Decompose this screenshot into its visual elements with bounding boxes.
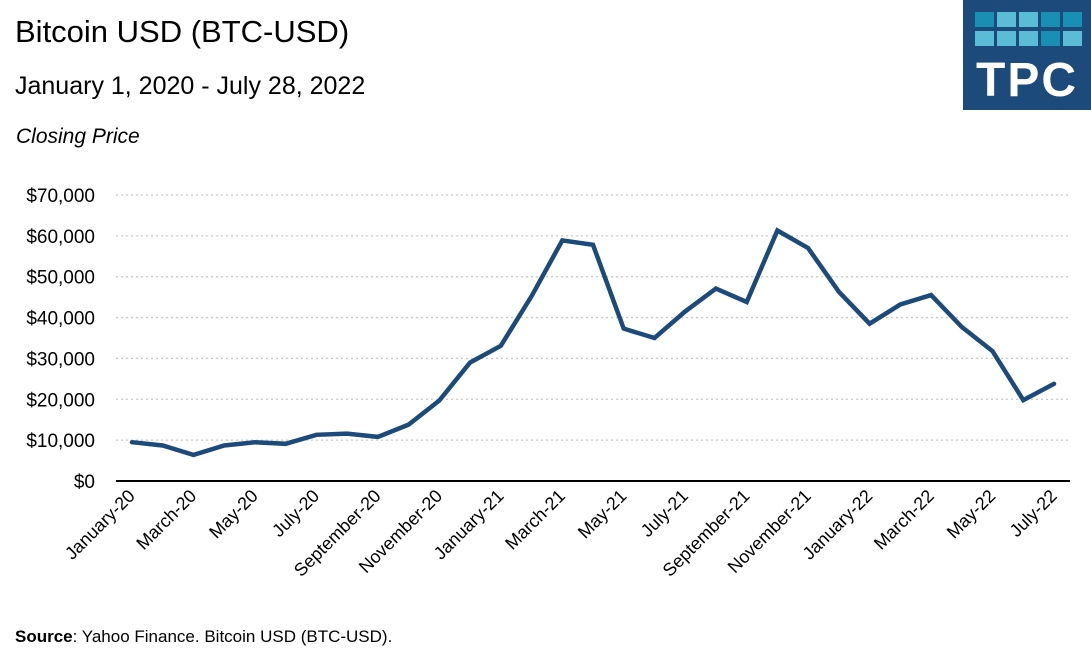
y-tick-label: $70,000 — [26, 186, 95, 207]
logo-square — [1019, 12, 1038, 27]
logo-square — [1063, 31, 1082, 46]
x-tick-label: July-20 — [268, 486, 323, 541]
logo-text: TPC — [976, 54, 1078, 107]
logo-square — [997, 31, 1016, 46]
x-tick-label: July-21 — [637, 486, 692, 541]
y-tick-label: $30,000 — [26, 349, 95, 370]
y-tick-label: $10,000 — [26, 431, 95, 452]
y-tick-label: $50,000 — [26, 268, 95, 289]
y-tick-label: $40,000 — [26, 309, 95, 330]
source-text: : Yahoo Finance. Bitcoin USD (BTC-USD). — [72, 627, 393, 646]
x-tick-label: January-20 — [61, 486, 139, 564]
logo-square — [1041, 12, 1060, 27]
gridlines — [116, 194, 1070, 441]
chart-title: Bitcoin USD (BTC-USD) — [15, 14, 350, 49]
x-tick-label: May-22 — [943, 486, 1000, 543]
logo-square — [1063, 12, 1082, 27]
x-tick-label: March-20 — [132, 486, 200, 554]
chart-subtitle: January 1, 2020 - July 28, 2022 — [15, 72, 366, 100]
series-line-closing-price — [129, 227, 1057, 458]
logo-square — [1019, 31, 1038, 46]
tpc-logo: TPC — [963, 0, 1091, 110]
logo-square — [975, 12, 994, 27]
y-axis-ticks: $0 $10,000 $20,000 $30,000 $40,000 $50,000 $60… — [26, 186, 95, 493]
x-tick-label: March-22 — [870, 486, 938, 554]
chart-metric-label: Closing Price — [16, 125, 140, 148]
logo-square — [1041, 31, 1060, 46]
x-tick-label: May-20 — [205, 486, 262, 543]
x-tick-label: May-21 — [574, 486, 631, 543]
y-tick-label: $0 — [74, 472, 95, 493]
y-tick-label: $60,000 — [26, 227, 95, 248]
logo-square — [975, 31, 994, 46]
source-label: Source — [15, 627, 73, 646]
line-chart: $0 $10,000 $20,000 $30,000 $40,000 $50,000 $60… — [26, 186, 1070, 581]
logo-square — [997, 12, 1016, 27]
source-note: Source: Yahoo Finance. Bitcoin USD (BTC-… — [15, 627, 392, 647]
x-tick-label: March-21 — [501, 486, 569, 554]
x-tick-label: July-22 — [1006, 486, 1061, 541]
y-tick-label: $20,000 — [26, 390, 95, 411]
